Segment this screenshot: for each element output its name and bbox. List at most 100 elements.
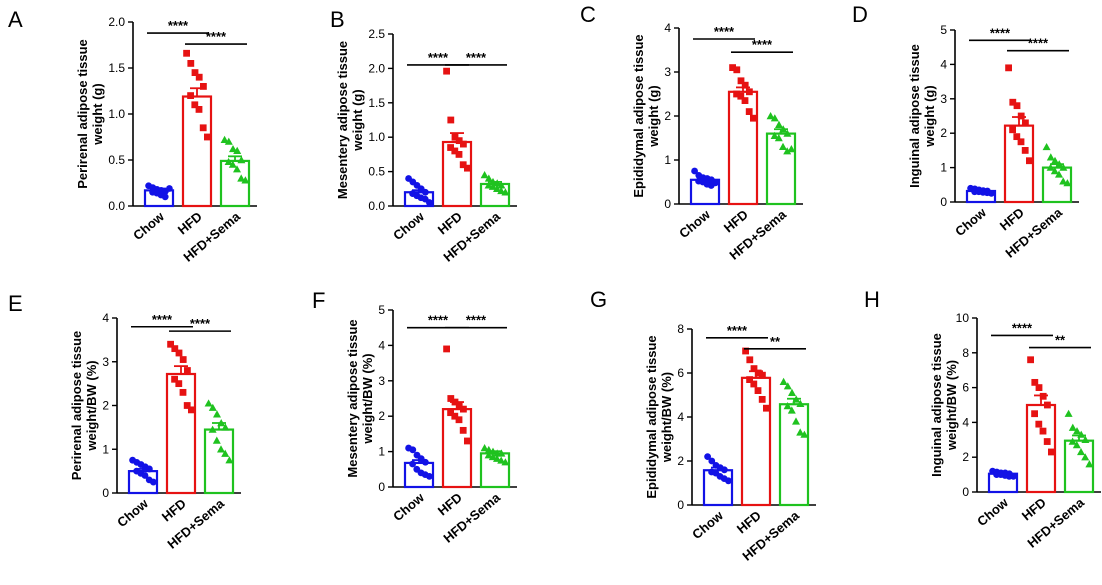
data-point <box>1059 177 1068 185</box>
data-point <box>1063 179 1072 187</box>
y-tick-label: 2.5 <box>368 27 385 41</box>
significance-label: **** <box>466 50 487 65</box>
data-point <box>1046 153 1055 161</box>
x-tick-label: Chow <box>676 206 713 241</box>
data-point <box>489 447 497 455</box>
chart-panel-h: H 0 2 4 6 8 10 Inguinal adipose tissueweight/BW… <box>864 287 1101 551</box>
data-point <box>1026 157 1033 165</box>
data-point <box>729 64 736 71</box>
x-tick-label: Chow <box>390 208 427 243</box>
data-point <box>1077 447 1085 456</box>
y-tick-label: 2 <box>940 126 947 140</box>
bar-hfd <box>181 95 213 208</box>
data-point <box>737 92 745 100</box>
data-point <box>497 456 506 464</box>
y-tick-label: 2 <box>378 409 385 423</box>
y-tick-label: 3 <box>664 65 671 79</box>
data-point <box>217 419 226 427</box>
y-tick-label: 2 <box>102 399 109 413</box>
y-axis-label: Mesentery adipose tissueweight/BW (%) <box>345 319 375 477</box>
significance-label: **** <box>428 313 449 328</box>
data-point <box>426 199 433 206</box>
significance-label: ** <box>770 334 781 349</box>
y-axis-label: Inguinal adipose tissueweight (g) <box>907 44 937 188</box>
data-point <box>708 457 716 465</box>
panel-letter: F <box>312 288 325 313</box>
data-point <box>204 399 213 407</box>
data-point <box>488 182 497 190</box>
y-axis-label: Perirenal adipose tissueweight (g) <box>75 39 105 189</box>
data-point <box>237 156 246 164</box>
data-point <box>1064 409 1073 417</box>
y-tick-label: 4 <box>940 57 947 71</box>
data-point <box>988 190 995 197</box>
panel-letter: G <box>590 287 607 312</box>
y-tick-label: 0.0 <box>108 199 125 213</box>
data-point <box>443 345 450 353</box>
data-point <box>733 66 741 74</box>
data-point <box>447 144 454 151</box>
data-point <box>737 77 745 85</box>
data-point <box>161 193 169 201</box>
panel-letter: E <box>8 291 23 316</box>
data-point <box>455 137 463 145</box>
y-axis-label-line: Perirenal adipose tissue <box>75 39 90 189</box>
data-point <box>460 405 467 413</box>
data-point <box>175 380 183 388</box>
data-point <box>167 340 174 348</box>
panel-letter: D <box>852 2 868 27</box>
y-tick-label: 0 <box>664 197 671 211</box>
data-point <box>217 445 225 453</box>
y-axis-label-line: weight/BW (%) <box>84 360 99 451</box>
data-point <box>233 146 242 154</box>
data-point <box>146 465 153 473</box>
data-point <box>750 380 758 388</box>
data-point <box>1027 356 1034 364</box>
x-tick-label: HFD <box>435 209 465 238</box>
data-point <box>746 376 753 383</box>
y-tick-label: 3 <box>940 92 947 106</box>
y-axis-label-line: Perirenal adipose tissue <box>69 331 84 481</box>
data-point <box>1035 420 1043 428</box>
y-tick-label: 0 <box>378 480 385 494</box>
y-tick-label: 0.5 <box>108 153 125 167</box>
data-point <box>704 453 711 460</box>
data-point <box>733 90 740 98</box>
y-tick-label: 1 <box>940 161 947 175</box>
data-point <box>409 460 416 468</box>
data-point <box>1017 112 1025 120</box>
data-point <box>480 444 489 452</box>
data-point <box>501 458 510 466</box>
data-point <box>233 165 241 173</box>
data-point <box>1072 441 1081 449</box>
data-point <box>480 171 489 179</box>
data-point <box>1031 410 1038 418</box>
data-point <box>229 144 237 153</box>
significance-label: **** <box>752 37 773 52</box>
significance-label: **** <box>206 29 227 44</box>
panel-letter: C <box>580 2 596 27</box>
data-point <box>775 120 783 128</box>
data-point <box>141 472 149 479</box>
data-point <box>501 188 510 196</box>
y-tick-label: 0 <box>102 486 109 500</box>
data-point <box>187 92 194 99</box>
data-point <box>792 395 801 403</box>
significance-label: **** <box>466 313 487 328</box>
data-point <box>1022 119 1029 127</box>
data-point <box>1009 126 1016 134</box>
data-point <box>220 135 229 143</box>
y-tick-label: 1 <box>102 442 109 456</box>
data-point <box>754 369 762 377</box>
data-point <box>150 478 157 486</box>
data-point <box>1017 138 1025 146</box>
y-axis-label: Mesentery adipose tissueweight (g) <box>335 41 365 199</box>
significance-label: **** <box>727 323 748 338</box>
data-point <box>759 371 766 379</box>
y-axis-label-line: Inguinal adipose tissue <box>929 333 944 477</box>
y-axis-label-line: weight/BW (%) <box>944 360 959 451</box>
